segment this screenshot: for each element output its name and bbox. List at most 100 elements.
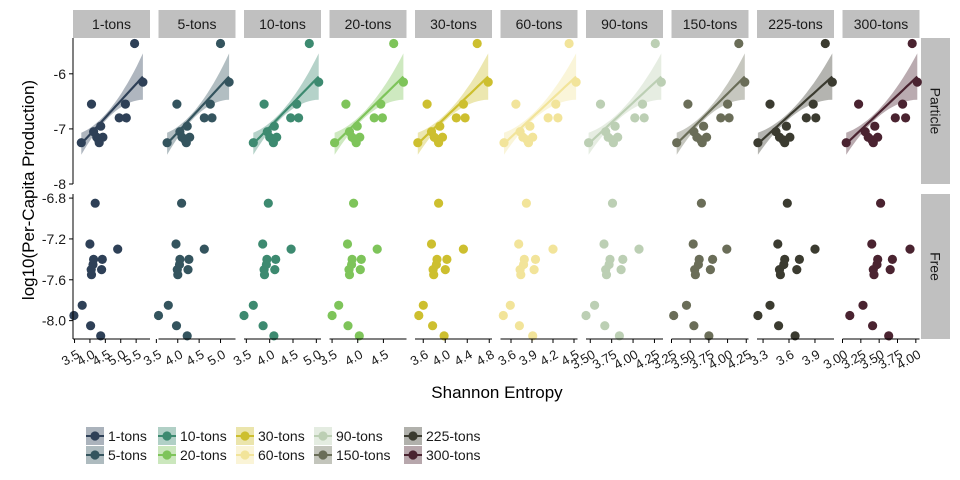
- x-tick-label: 4.8: [474, 347, 497, 369]
- data-point: [689, 321, 699, 331]
- data-point: [543, 113, 553, 123]
- data-point: [595, 99, 606, 109]
- data-point: [173, 270, 183, 280]
- data-point: [808, 99, 818, 109]
- data-point: [162, 138, 172, 148]
- data-point: [369, 113, 379, 123]
- strip-label: 90-tons: [601, 16, 648, 32]
- data-point: [85, 239, 95, 249]
- y-axes: -6 -7 -8-6.8 -7.2 -7.6 -8.0: [42, 38, 74, 339]
- data-point: [334, 300, 344, 310]
- legend-label: 300-tons: [426, 447, 480, 463]
- data-point: [873, 132, 883, 142]
- panel-20-tons: 3.5 4.0 4.5: [316, 38, 408, 369]
- data-point: [868, 321, 878, 331]
- column-strips: 1-tons 5-tons 10-tons 20-tons 30-tons 60-tons…: [73, 10, 920, 38]
- fit-line: [675, 75, 746, 145]
- data-point: [76, 138, 86, 148]
- legend-item-60-tons: 60-tons: [236, 446, 305, 464]
- data-point: [785, 132, 795, 142]
- data-point: [259, 270, 270, 280]
- strip-20-tons: [329, 10, 407, 38]
- legend-item-90-tons: 90-tons: [314, 427, 383, 445]
- data-point: [171, 321, 182, 331]
- data-point: [884, 331, 894, 341]
- legend-label: 5-tons: [108, 447, 147, 463]
- data-point: [259, 99, 269, 109]
- data-point: [96, 331, 106, 341]
- data-point: [341, 99, 351, 109]
- data-point: [616, 265, 626, 275]
- data-point: [270, 265, 280, 275]
- y-tick-label: -7: [54, 121, 67, 137]
- data-point: [355, 132, 365, 142]
- x-tick-label: 3.5: [231, 347, 254, 369]
- data-point: [414, 310, 424, 321]
- data-point: [740, 77, 750, 87]
- panel-90-tons: 3.503.754.004.25: [568, 38, 666, 372]
- y-tick-label: -7.6: [42, 272, 66, 288]
- data-point: [215, 38, 226, 49]
- data-point: [514, 321, 525, 331]
- data-point: [377, 113, 387, 123]
- data-point: [618, 254, 628, 264]
- data-point: [286, 244, 296, 254]
- strip-300-tons: [842, 10, 920, 38]
- x-tick-label: 5.0: [205, 347, 228, 369]
- data-point: [639, 113, 649, 123]
- data-point: [630, 113, 640, 123]
- data-point: [343, 321, 353, 331]
- legend-item-300-tons: 300-tons: [404, 446, 480, 464]
- x-tick-label: 3.5: [141, 347, 164, 369]
- data-point: [870, 121, 880, 131]
- data-point: [96, 121, 106, 131]
- data-point: [722, 244, 732, 254]
- data-point: [827, 77, 837, 87]
- x-tick-label: 4.2: [537, 347, 560, 369]
- data-point: [114, 113, 124, 123]
- legend: 1-tons 5-tons 10-tons 20-tons 30-tons 60-tons…: [86, 427, 480, 464]
- x-tick-label: 4.0: [254, 347, 277, 369]
- data-point: [163, 300, 173, 310]
- data-point: [873, 254, 883, 264]
- x-tick-label: 4.0: [342, 347, 365, 369]
- strip-label: 20-tons: [345, 16, 392, 32]
- data-point: [637, 99, 648, 109]
- data-point: [505, 300, 515, 310]
- strip-label: 30-tons: [430, 16, 477, 32]
- strip-5-tons: [158, 10, 236, 38]
- data-point: [356, 254, 366, 264]
- legend-item-10-tons: 10-tons: [158, 427, 227, 445]
- data-point: [269, 331, 279, 341]
- data-point: [113, 244, 123, 254]
- data-point: [794, 254, 805, 264]
- legend-key-point: [90, 450, 100, 460]
- data-point: [724, 113, 734, 123]
- x-tick-label: 3.6: [408, 347, 431, 369]
- y-axis-label: log10(Per-Capita Production): [19, 80, 38, 300]
- data-point: [650, 38, 660, 49]
- data-point: [845, 310, 855, 321]
- data-point: [121, 113, 131, 123]
- data-point: [248, 138, 258, 148]
- data-point: [702, 132, 712, 142]
- legend-item-225-tons: 225-tons: [404, 427, 480, 445]
- data-point: [528, 331, 538, 341]
- data-point: [286, 113, 296, 123]
- panel-225-tons: 3.3 3.6 3.9: [747, 38, 837, 369]
- fit-line: [757, 75, 834, 145]
- data-point: [258, 321, 268, 331]
- data-point: [138, 77, 148, 87]
- data-point: [376, 99, 386, 109]
- data-point: [519, 254, 529, 264]
- data-point: [413, 138, 423, 148]
- data-point: [349, 198, 359, 208]
- strip-label: 10-tons: [259, 16, 306, 32]
- legend-key-point: [318, 431, 328, 441]
- data-point: [354, 331, 364, 341]
- legend-item-30-tons: 30-tons: [236, 427, 305, 445]
- row-strips: Particle Free: [921, 38, 950, 339]
- data-point: [869, 270, 879, 280]
- legend-item-20-tons: 20-tons: [158, 446, 227, 464]
- data-point: [723, 99, 733, 109]
